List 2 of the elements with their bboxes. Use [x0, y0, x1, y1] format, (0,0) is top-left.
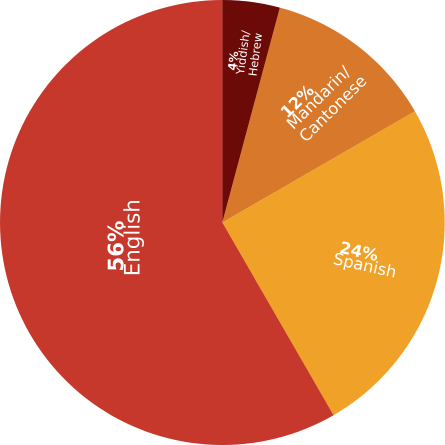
data-label: 56%: [108, 221, 124, 270]
slice-label: English: [123, 200, 144, 274]
